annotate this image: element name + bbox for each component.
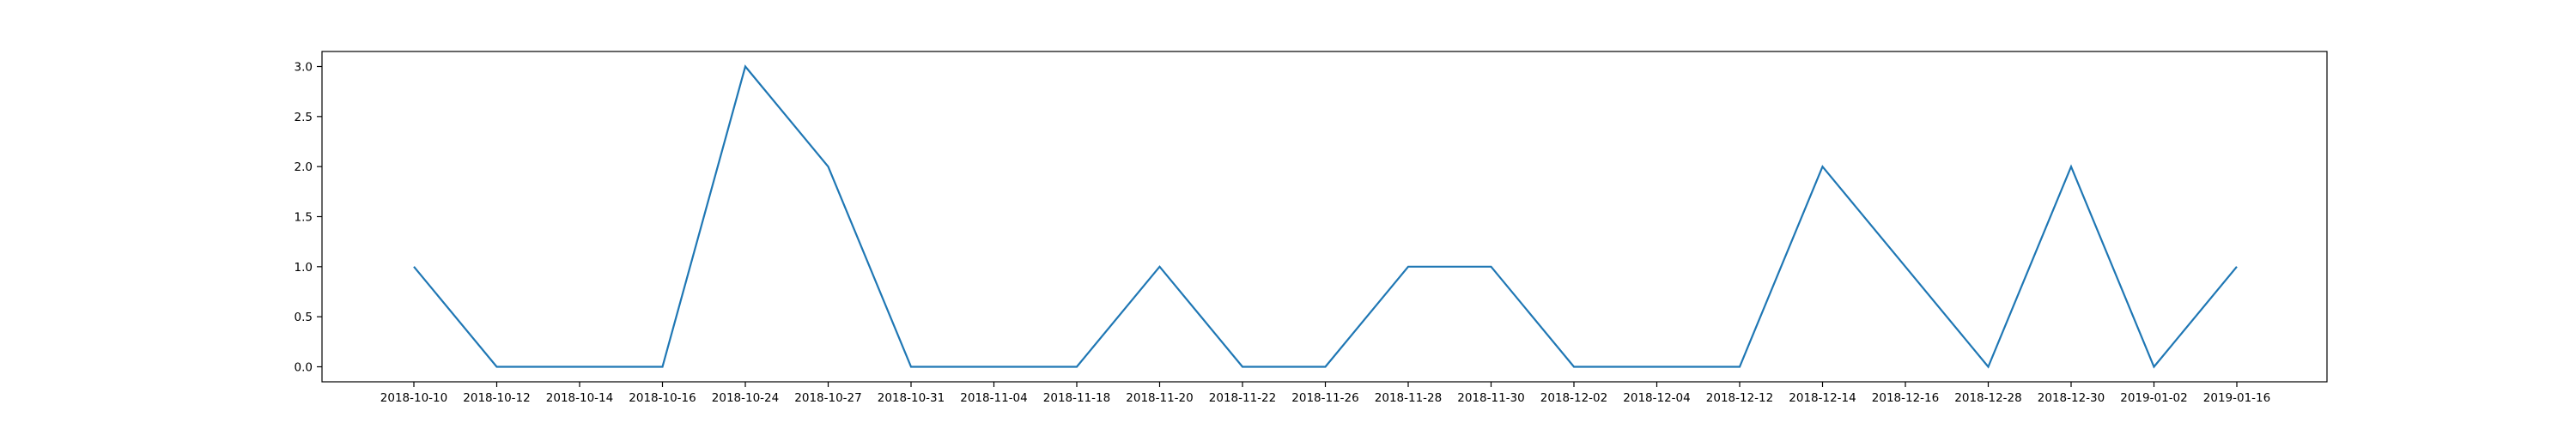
x-tick-label: 2018-10-12 — [463, 391, 530, 405]
x-tick-label: 2018-12-04 — [1623, 391, 1690, 405]
x-tick-label: 2018-10-16 — [629, 391, 696, 405]
x-tick-label: 2018-12-02 — [1540, 391, 1607, 405]
y-tick-label: 0.0 — [295, 361, 313, 375]
y-tick-label: 2.0 — [295, 160, 313, 174]
x-tick-label: 2018-12-16 — [1872, 391, 1939, 405]
x-tick-label: 2018-11-04 — [960, 391, 1027, 405]
x-tick-label: 2018-10-10 — [380, 391, 447, 405]
x-tick-label: 2018-11-18 — [1043, 391, 1110, 405]
x-tick-label: 2018-11-22 — [1209, 391, 1276, 405]
y-tick-label: 1.5 — [295, 211, 313, 225]
y-tick-label: 1.0 — [295, 261, 313, 275]
x-tick-label: 2018-12-14 — [1789, 391, 1856, 405]
x-tick-label: 2018-10-14 — [546, 391, 613, 405]
x-tick-label: 2019-01-02 — [2120, 391, 2187, 405]
x-tick-label: 2018-11-30 — [1457, 391, 1524, 405]
x-tick-label: 2018-10-24 — [712, 391, 779, 405]
x-tick-label: 2019-01-16 — [2203, 391, 2270, 405]
y-tick-label: 2.5 — [295, 111, 313, 124]
x-tick-label: 2018-12-12 — [1706, 391, 1773, 405]
y-tick-label: 0.5 — [295, 311, 313, 324]
x-tick-label: 2018-12-28 — [1954, 391, 2021, 405]
x-tick-label: 2018-12-30 — [2038, 391, 2105, 405]
x-tick-label: 2018-11-26 — [1291, 391, 1358, 405]
x-tick-label: 2018-11-20 — [1126, 391, 1193, 405]
x-tick-label: 2018-11-28 — [1375, 391, 1442, 405]
y-tick-label: 3.0 — [295, 61, 313, 75]
plot-area: 2018-10-10 2018-10-12 2018-10-14 2018-10-16… — [295, 51, 2328, 405]
x-tick-label: 2018-10-31 — [878, 391, 945, 405]
x-tick-label: 2018-10-27 — [794, 391, 861, 405]
series-line-0 — [413, 64, 2238, 369]
